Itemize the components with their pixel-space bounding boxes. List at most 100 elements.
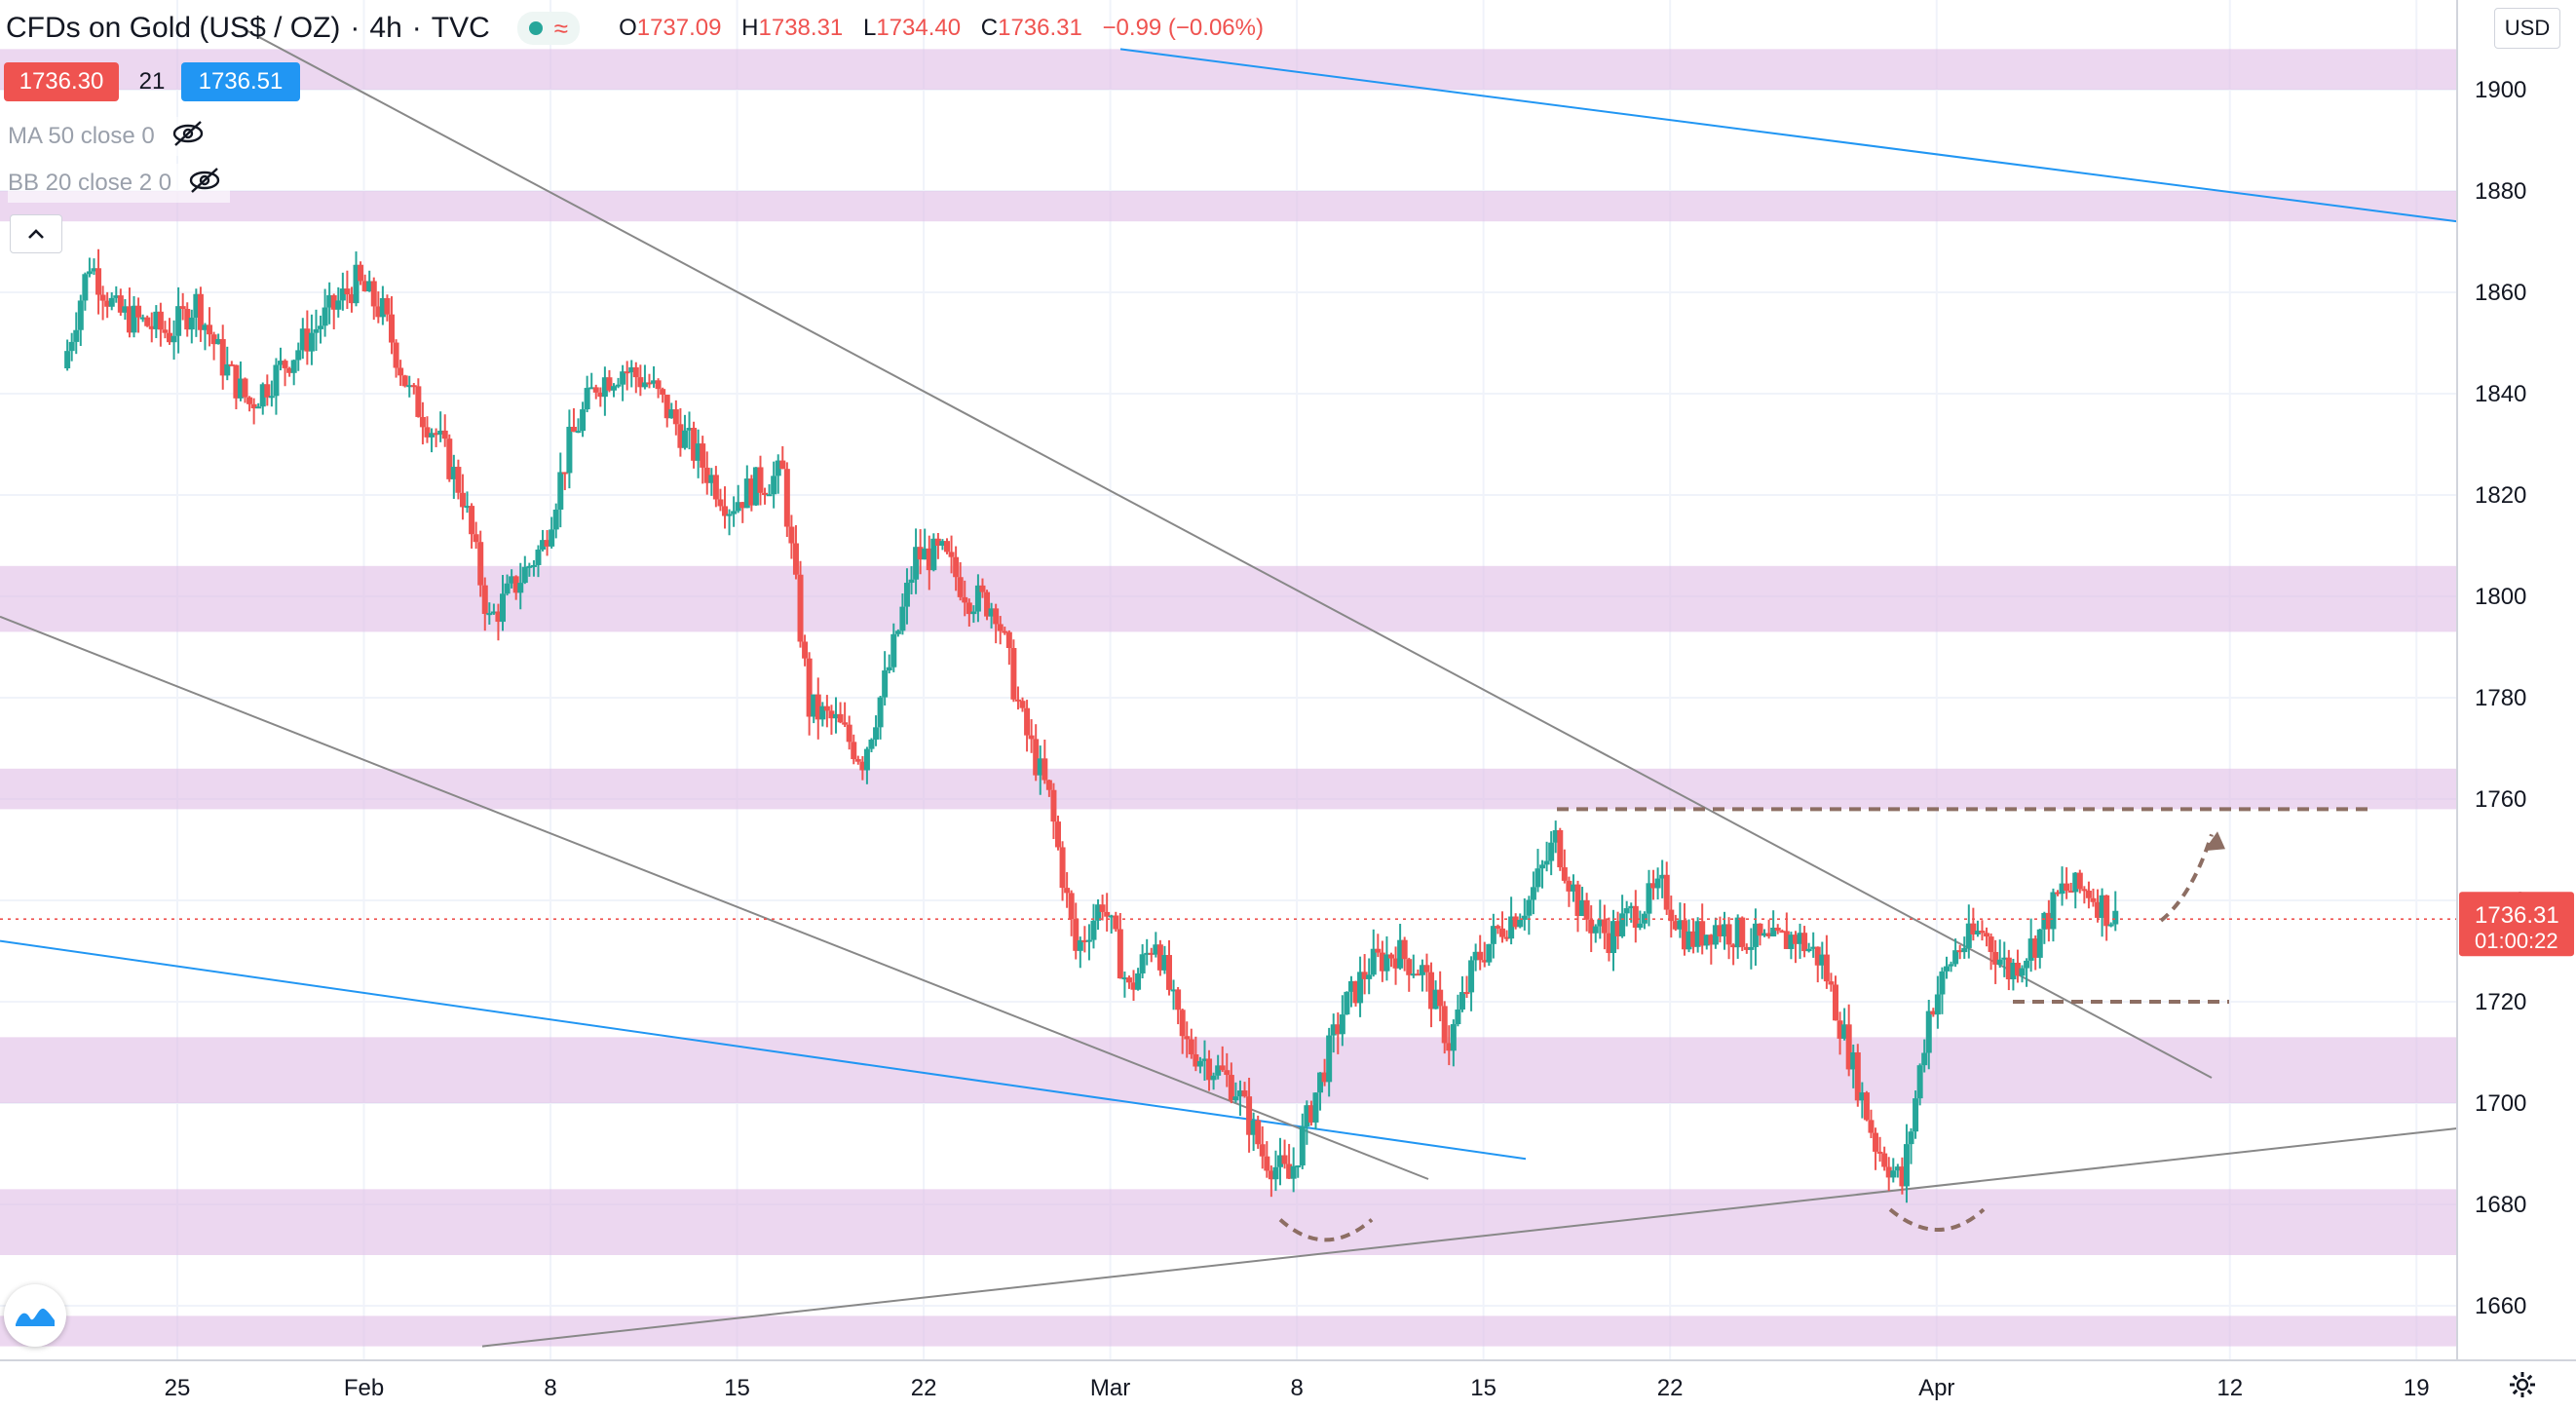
candle-body <box>997 624 1004 631</box>
candle-body <box>1730 944 1737 948</box>
candle-body <box>557 472 564 510</box>
market-status-pill[interactable]: ≈ <box>516 12 581 45</box>
candle-body <box>641 382 648 388</box>
candle-body <box>1637 923 1644 929</box>
candle-body <box>828 710 835 719</box>
candle-body <box>606 377 613 391</box>
candle-body <box>1090 920 1097 940</box>
trendlines <box>0 27 2458 1348</box>
candle-body <box>2010 962 2017 980</box>
candle-body <box>823 706 830 711</box>
collapse-legend-button[interactable] <box>10 214 62 253</box>
candle-body <box>748 478 755 506</box>
time-tick-label: 15 <box>724 1375 750 1401</box>
candle-body <box>1383 954 1390 972</box>
candle-body <box>2024 960 2030 969</box>
sell-price-button[interactable]: 1736.30 <box>4 62 119 101</box>
candle-body <box>575 431 582 434</box>
time-tick-label: 8 <box>1290 1375 1303 1401</box>
price-zone <box>0 768 2457 810</box>
interval-label[interactable]: 4h <box>369 12 402 44</box>
candle-body <box>1899 1166 1906 1187</box>
tradingview-logo-icon[interactable] <box>4 1284 66 1347</box>
candle-body <box>655 380 662 390</box>
candle-body <box>437 430 444 435</box>
candle-body <box>1850 1051 1857 1070</box>
candle-body <box>1819 954 1826 966</box>
candle-body <box>224 363 231 376</box>
candle-body <box>1934 994 1941 1015</box>
candle-body <box>1468 960 1475 993</box>
candle-body <box>1797 933 1803 944</box>
candle-body <box>1450 1024 1457 1051</box>
candle-body <box>1663 874 1670 910</box>
candle-body <box>957 577 964 597</box>
candle-body <box>318 325 324 329</box>
candle-body <box>117 295 124 313</box>
candle-body <box>1224 1070 1231 1076</box>
candle-body <box>398 367 404 376</box>
time-tick-label: 22 <box>911 1375 937 1401</box>
eye-hidden-icon[interactable] <box>187 166 222 202</box>
candle-body <box>122 306 129 313</box>
candle-body <box>1045 780 1052 790</box>
last-price-tag <box>2459 892 2574 957</box>
candle-body <box>1077 939 1083 951</box>
candle-body <box>348 294 355 304</box>
candle-body <box>2036 929 2043 958</box>
candle-body <box>1543 860 1550 865</box>
buy-price-button[interactable]: 1736.51 <box>181 62 300 101</box>
candle-body <box>1908 1131 1914 1145</box>
candle-body <box>1512 916 1519 928</box>
candle-body <box>339 288 346 301</box>
candle-body <box>1441 1006 1448 1044</box>
candle-body <box>1002 630 1008 633</box>
candle-body <box>1232 1096 1239 1101</box>
candle-body <box>708 475 715 483</box>
candle-body <box>863 748 870 771</box>
candle-body <box>144 317 151 326</box>
candle-body <box>170 335 177 343</box>
price-tick-label: 1800 <box>2475 584 2526 610</box>
market-open-icon <box>528 21 543 35</box>
candle-body <box>1050 789 1057 822</box>
candle-body <box>1845 1024 1852 1070</box>
trendline-gray-lower <box>0 615 1429 1180</box>
candle-body <box>1583 899 1590 920</box>
ohlc-values: O1737.09 H1738.31 L1734.40 C1736.31 −0.9… <box>619 15 1277 42</box>
candle-body <box>686 428 693 431</box>
settings-gear-icon[interactable] <box>2508 1370 2537 1404</box>
candle-body <box>1286 1163 1293 1179</box>
eye-hidden-icon[interactable] <box>170 119 206 155</box>
candle-body <box>108 297 115 307</box>
arrowhead-icon <box>2204 831 2225 852</box>
currency-button[interactable]: USD <box>2494 8 2560 49</box>
price-axis-background <box>2457 0 2576 1411</box>
indicator-ma[interactable]: MA 50 close 0 <box>8 117 213 156</box>
candle-body <box>2005 957 2012 980</box>
candle-body <box>1042 758 1048 781</box>
candle-body <box>313 328 320 333</box>
candle-body <box>406 385 413 388</box>
candle-body <box>2001 957 2008 960</box>
candle-body <box>1930 1011 1937 1015</box>
symbol-title[interactable]: CFDs on Gold (US$ / OZ) <box>6 12 341 44</box>
candle-body <box>64 351 71 368</box>
candle-body <box>1561 867 1568 881</box>
indicator-bb[interactable]: BB 20 close 2 0 <box>8 164 231 203</box>
candle-body <box>278 361 284 365</box>
high-value: 1738.31 <box>758 15 844 41</box>
candle-body <box>2050 892 2057 930</box>
candle-body <box>974 585 981 612</box>
high-label: H <box>741 15 759 41</box>
candle-body <box>783 469 790 527</box>
candle-body <box>1175 989 1182 1011</box>
candle-body <box>1121 977 1128 980</box>
price-tick-label: 1700 <box>2475 1090 2526 1117</box>
candle-body <box>490 611 497 614</box>
candle-body <box>1792 934 1799 944</box>
candle-body <box>1250 1120 1257 1135</box>
candle-body <box>806 658 813 717</box>
